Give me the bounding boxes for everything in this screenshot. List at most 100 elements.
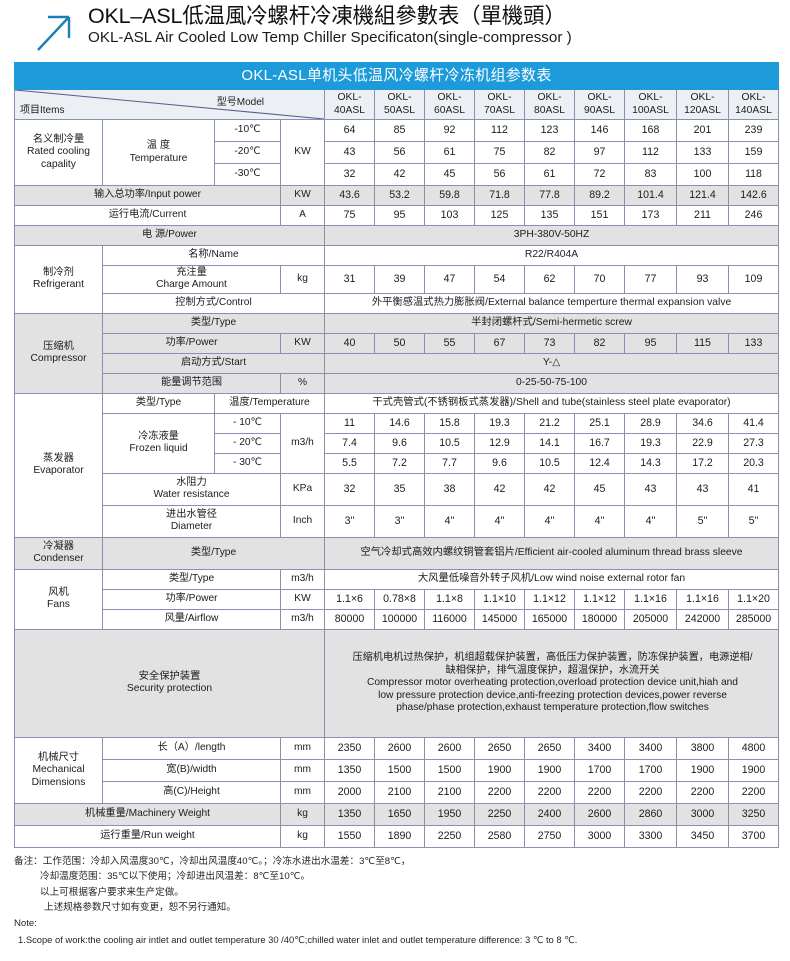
data-cell: 145000	[474, 608, 525, 630]
table-row: 输入总功率/Input power KW 43.6 53.2 59.8 71.8…	[14, 185, 780, 206]
data-cell: 14.6	[374, 412, 425, 434]
data-cell: 82	[524, 141, 575, 164]
charge-amount-en: Charge Amount	[156, 279, 227, 291]
machine-weight-unit: kg	[280, 802, 325, 826]
dimension-row-label: 长（A）/length	[102, 736, 281, 760]
data-cell: 73	[524, 332, 575, 354]
model-column-header: OKL- 120ASL	[676, 89, 729, 120]
compressor-start-label: 启动方式/Start	[102, 352, 325, 374]
dimensions-en1: Mechanical	[32, 764, 85, 776]
frozen-liquid-label: 冷冻液量 Frozen liquid	[102, 412, 215, 474]
data-cell: 61	[524, 163, 575, 186]
temp-row-label: - 30℃	[214, 452, 281, 474]
fan-power-label: 功率/Power	[102, 588, 281, 610]
condenser-type-value: 空气冷却式高效内螺纹铜管套铝片/Efficient air-cooled alu…	[323, 536, 780, 570]
data-cell: 121.4	[676, 185, 729, 206]
data-cell: 2600	[424, 736, 475, 760]
items-model-header-cell: 项目Items 型号Model	[14, 89, 325, 120]
table-row: 功率/Power KW 1.1×6 0.78×8 1.1×8 1.1×10 1.…	[15, 588, 780, 610]
data-cell: 4"	[424, 504, 475, 538]
current-label: 运行电流/Current	[14, 205, 281, 226]
rated-cooling-unit: KW	[280, 119, 325, 186]
evaporator-cn: 蒸发器	[43, 452, 74, 464]
data-cell: 43	[676, 472, 729, 506]
table-row: 蒸发器 Evaporator 类型/Type 温度/Temperature 干式…	[14, 392, 780, 538]
dimensions-cn: 机械尺寸	[37, 751, 80, 763]
data-cell: 15.8	[424, 412, 475, 434]
water-resistance-cn: 水阻力	[176, 476, 207, 488]
data-cell: 54	[474, 265, 525, 294]
data-cell: 173	[624, 205, 677, 226]
table-banner-row: OKL-ASL单机头低温风冷螺杆冷冻机组参数表	[13, 62, 780, 90]
data-cell: 2250	[474, 802, 525, 826]
fans-group-label: 风机 Fans	[14, 568, 103, 630]
data-cell: 2860	[624, 802, 677, 826]
table-banner: OKL-ASL单机头低温风冷螺杆冷冻机组参数表	[13, 62, 780, 90]
power-supply-value: 3PH-380V-50HZ	[323, 225, 780, 246]
data-cell: 3250	[727, 802, 780, 826]
data-cell: 2100	[424, 780, 475, 804]
note-title: Note:	[14, 918, 37, 929]
run-weight-label: 运行重量/Run weight	[14, 824, 281, 848]
fan-type-value: 大风量低噪音外转子风机/Low wind noise external roto…	[323, 568, 780, 590]
table-row: 机械尺寸 Mechanical Dimensions 长（A）/length m…	[14, 736, 780, 804]
data-cell: 2600	[574, 802, 625, 826]
model-label-line2: 90ASL	[584, 104, 615, 116]
table-row: 功率/Power KW 40 50 55 67 73 82 95 115 133	[14, 332, 780, 354]
data-cell: 93	[676, 265, 729, 294]
data-cell: 19.3	[624, 432, 677, 454]
table-row: 充注量 Charge Amount kg 31 39 47 54 62 70 7…	[15, 265, 780, 294]
dimensions-en2: Dimensions	[31, 776, 86, 788]
condenser-group-label: 冷凝器 Condenser	[14, 536, 103, 570]
evaporator-group-label: 蒸发器 Evaporator	[14, 392, 103, 538]
refrigerant-name-value: R22/R404A	[323, 245, 780, 266]
security-text-cn-2: 缺相保护，排气温度保护，超温保护，水流开关	[445, 664, 660, 676]
data-cell: 285000	[727, 608, 780, 630]
data-cell: 3300	[624, 824, 677, 848]
table-row: 风机 Fans 类型/Type m3/h 大风量低噪音外转子风机/Low win…	[14, 568, 780, 630]
data-cell: 1500	[424, 758, 475, 782]
data-cell: 4"	[524, 504, 575, 538]
dimension-row-label: 宽(B)/width	[102, 758, 281, 782]
data-cell: 116000	[424, 608, 475, 630]
note-line-2: 冷却温度范围：35℃以下使用；冷却进出风温差：8℃至10℃。	[40, 871, 311, 883]
model-label-line2: 40ASL	[334, 104, 365, 116]
note-line-4: 上述规格参数尺寸如有变更，恕不另行通知。	[44, 902, 236, 914]
model-column-header: OKL- 140ASL	[727, 89, 780, 120]
model-label-line2: 60ASL	[434, 104, 465, 116]
data-cell: 3400	[624, 736, 677, 760]
data-cell: 201	[676, 119, 729, 142]
model-column-header: OKL- 40ASL	[324, 89, 375, 120]
data-cell: 95	[374, 205, 425, 226]
data-cell: 1890	[374, 824, 425, 848]
data-cell: 45	[424, 163, 475, 186]
data-cell: 32	[324, 472, 375, 506]
data-cell: 42	[374, 163, 425, 186]
pipe-diameter-label: 进出水管径 Diameter	[102, 504, 281, 538]
data-cell: 82	[574, 332, 625, 354]
data-cell: 38	[424, 472, 475, 506]
dimension-row-unit: mm	[280, 758, 325, 782]
table-row: 风量/Airflow m3/h 80000 100000 116000 1450…	[15, 608, 780, 630]
data-cell: 59.8	[424, 185, 475, 206]
refrigerant-en: Refrigerant	[33, 279, 84, 291]
data-cell: 7.7	[424, 452, 475, 474]
data-cell: 64	[324, 119, 375, 142]
data-cell: 21.2	[524, 412, 575, 434]
condenser-cn: 冷凝器	[43, 540, 74, 552]
data-cell: 1.1×16	[624, 588, 677, 610]
page-title-cn: OKL–ASL低温風冷螺杆冷凍機組參數表（單機頭）	[88, 4, 566, 28]
pipe-diameter-unit: Inch	[280, 504, 325, 538]
compressor-group-label: 压缩机 Compressor	[14, 312, 103, 394]
data-cell: 151	[574, 205, 625, 226]
table-row: 宽(B)/width mm 1350 1500 1500 1900 1900 1…	[15, 758, 780, 782]
data-cell: 115	[676, 332, 729, 354]
data-cell: 3450	[676, 824, 729, 848]
table-row: 压缩机 Compressor 类型/Type 半封闭螺杆式/Semi-herme…	[14, 312, 780, 394]
capacity-range-value: 0-25-50-75-100	[323, 372, 780, 394]
data-cell: 5"	[727, 504, 780, 538]
fan-type-unit: m3/h	[280, 568, 325, 590]
data-cell: 42	[474, 472, 525, 506]
data-cell: 42	[524, 472, 575, 506]
security-text-en-1: Compressor motor overheating protection,…	[367, 677, 738, 689]
